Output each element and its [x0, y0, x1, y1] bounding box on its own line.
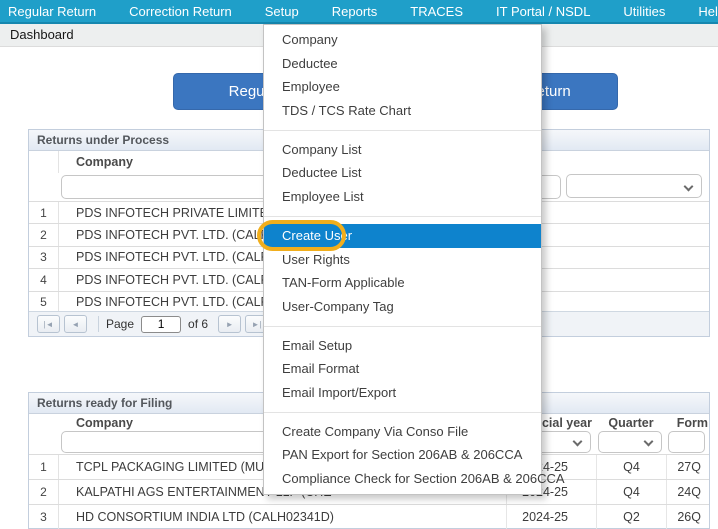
menu-item-deductee[interactable]: Deductee	[282, 55, 338, 71]
company-column-header[interactable]: Company	[76, 416, 133, 430]
form-cell: 26Q	[666, 505, 709, 529]
menu-item-tds-tcs-rate-chart[interactable]: TDS / TCS Rate Chart	[282, 103, 412, 119]
company-cell: PDS INFOTECH PVT. LTD. (CALP08143C	[76, 228, 313, 243]
prev-page-button[interactable]: ◄	[64, 315, 87, 333]
next-page-button[interactable]: ►	[218, 315, 242, 333]
menu-item-employee-list[interactable]: Employee List	[282, 189, 364, 205]
menu-item-email-format[interactable]: Email Format	[282, 361, 360, 377]
form-cell: 27Q	[666, 455, 709, 479]
menu-item-tan-form-applicable[interactable]: TAN-Form Applicable	[282, 275, 405, 291]
menubar-item-it-portal-nsdl[interactable]: IT Portal / NSDL	[496, 3, 591, 19]
menu-item-company[interactable]: Company	[282, 32, 338, 47]
chevron-down-icon	[572, 436, 583, 447]
table-header-row: Company	[29, 151, 709, 173]
row-number: 5	[29, 291, 59, 313]
form-column-header[interactable]: Form	[676, 416, 708, 430]
menu-item-create-user[interactable]: Create User	[264, 223, 541, 248]
financial-year-cell: 2024-25	[506, 505, 596, 529]
quarter-column-header[interactable]: Quarter	[608, 416, 654, 430]
table-row[interactable]: 3 HD CONSORTIUM INDIA LTD (CALH02341D) 2…	[29, 504, 709, 529]
page-label: Page	[106, 317, 135, 331]
quarter-filter-select[interactable]	[598, 431, 662, 453]
menu-item-employee[interactable]: Employee	[282, 79, 340, 95]
menu-separator	[264, 411, 541, 413]
first-page-icon: |◄	[43, 319, 54, 329]
company-column-header[interactable]: Company	[76, 155, 133, 169]
menubar-item-help[interactable]: Help	[698, 3, 718, 19]
row-number: 2	[29, 480, 59, 504]
first-page-button[interactable]: |◄	[37, 315, 60, 333]
quarter-cell: Q4	[596, 455, 666, 479]
row-number: 1	[29, 202, 59, 224]
menubar-item-setup[interactable]: Setup	[264, 3, 299, 19]
menu-item-user-company-tag[interactable]: User-Company Tag	[282, 298, 394, 314]
quarter-cell: Q2	[596, 505, 666, 529]
chevron-down-icon	[643, 436, 654, 447]
menu-separator	[264, 129, 541, 131]
chevron-down-icon	[683, 181, 694, 192]
row-number-header	[29, 151, 59, 173]
row-number: 2	[29, 224, 59, 246]
menu-separator	[264, 215, 541, 217]
menu-item-pan-export-206ab-206cca[interactable]: PAN Export for Section 206AB & 206CCA	[282, 447, 523, 463]
menu-item-email-import-export[interactable]: Email Import/Export	[282, 384, 397, 400]
menu-item-deductee-list[interactable]: Deductee List	[282, 165, 362, 181]
company-cell: HD CONSORTIUM INDIA LTD (CALH02341D)	[76, 510, 334, 524]
last-page-icon: ►|	[251, 319, 262, 329]
filter-select[interactable]	[566, 174, 702, 198]
form-cell: 24Q	[666, 480, 709, 504]
company-cell: PDS INFOTECH PRIVATE LIMITED (DELS	[76, 205, 318, 220]
menubar-item-correction-return[interactable]: Correction Return	[129, 3, 232, 19]
table-header-row: Company Financial year Quarter Form	[29, 414, 709, 433]
company-cell: PDS INFOTECH PVT. LTD. (CALP08143C	[76, 272, 313, 287]
row-number: 1	[29, 455, 59, 479]
row-number: 3	[29, 505, 59, 529]
company-cell: PDS INFOTECH PVT. LTD. (CALP08143C	[76, 295, 313, 310]
form-filter-input[interactable]	[668, 431, 705, 453]
menu-item-compliance-check-206ab-206cca[interactable]: Compliance Check for Section 206AB & 206…	[282, 471, 565, 486]
menu-item-company-list[interactable]: Company List	[282, 141, 362, 157]
pager-divider	[98, 316, 99, 332]
page-number-input[interactable]	[141, 315, 182, 333]
table-body: 1 PDS INFOTECH PRIVATE LIMITED (DELS 2 P…	[29, 201, 709, 313]
next-page-icon: ►	[225, 319, 234, 329]
menubar: Regular Return Correction Return Setup R…	[0, 0, 718, 24]
breadcrumb: Dashboard	[10, 27, 74, 42]
menu-item-create-company-via-conso-file[interactable]: Create Company Via Conso File	[282, 423, 469, 439]
prev-page-icon: ◄	[71, 319, 80, 329]
company-cell: TCPL PACKAGING LIMITED (MUMT09495	[76, 460, 318, 474]
row-number: 4	[29, 269, 59, 291]
menubar-item-utilities[interactable]: Utilities	[623, 3, 666, 19]
quarter-cell: Q4	[596, 480, 666, 504]
menu-separator	[264, 325, 541, 327]
page-count-label: of 6	[188, 317, 209, 331]
setup-dropdown-menu: Company Deductee Employee TDS / TCS Rate…	[263, 24, 565, 495]
company-cell: PDS INFOTECH PVT. LTD. (CALP08143C	[76, 250, 313, 265]
menu-item-email-setup[interactable]: Email Setup	[282, 337, 353, 353]
menubar-item-reports[interactable]: Reports	[331, 3, 378, 19]
menubar-item-regular-return[interactable]: Regular Return	[8, 3, 97, 19]
row-number: 3	[29, 246, 59, 269]
menubar-item-traces[interactable]: TRACES	[410, 3, 464, 19]
menu-item-user-rights[interactable]: User Rights	[282, 251, 350, 267]
